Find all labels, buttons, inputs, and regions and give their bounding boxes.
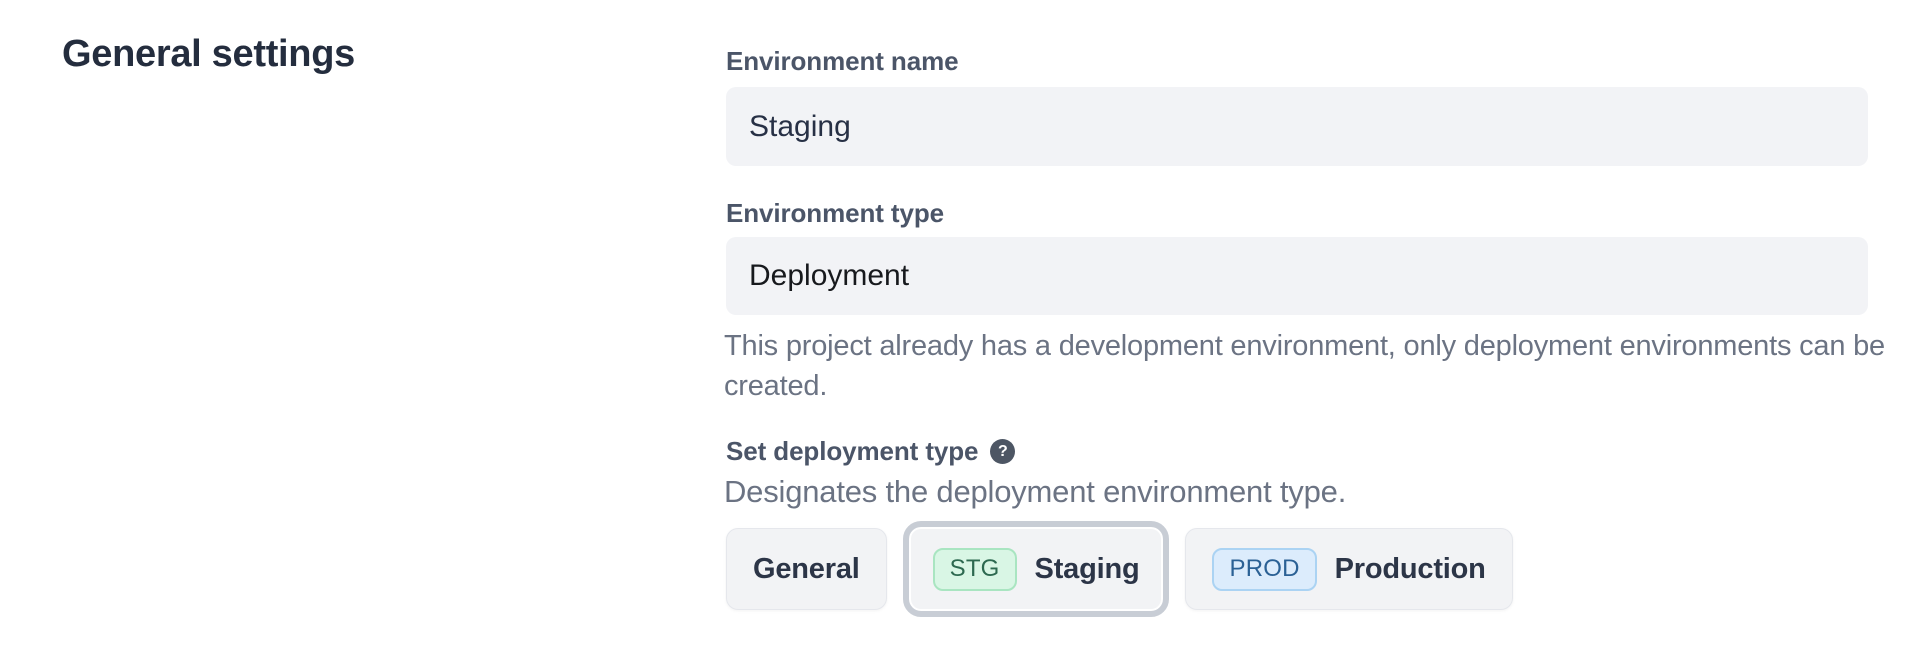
option-production-label: Production [1334, 552, 1486, 585]
environment-name-input[interactable] [726, 87, 1868, 166]
question-mark-icon[interactable]: ? [990, 439, 1016, 464]
deployment-type-options: General STG Staging PROD Production [726, 521, 1513, 617]
environment-name-label: Environment name [726, 46, 959, 76]
option-staging-label: Staging [1034, 552, 1140, 585]
option-general-label: General [753, 552, 860, 585]
environment-type-help-text: This project already has a development e… [724, 330, 1885, 402]
option-general-button[interactable]: General [726, 528, 887, 610]
production-prod-badge: PROD [1212, 547, 1317, 591]
environment-type-label: Environment type [726, 198, 944, 228]
option-staging-button[interactable]: STG Staging [902, 521, 1170, 617]
deployment-type-label-row: Set deployment type ? [726, 436, 1016, 467]
deployment-type-label: Set deployment type [726, 436, 979, 466]
staging-stg-badge: STG [932, 547, 1017, 591]
option-production-button[interactable]: PROD Production [1185, 528, 1513, 610]
page-title: General settings [62, 33, 355, 75]
settings-form: Environment name Environment type This p… [724, 0, 1885, 652]
environment-type-input[interactable] [726, 237, 1868, 315]
deployment-type-description: Designates the deployment environment ty… [724, 474, 1347, 509]
